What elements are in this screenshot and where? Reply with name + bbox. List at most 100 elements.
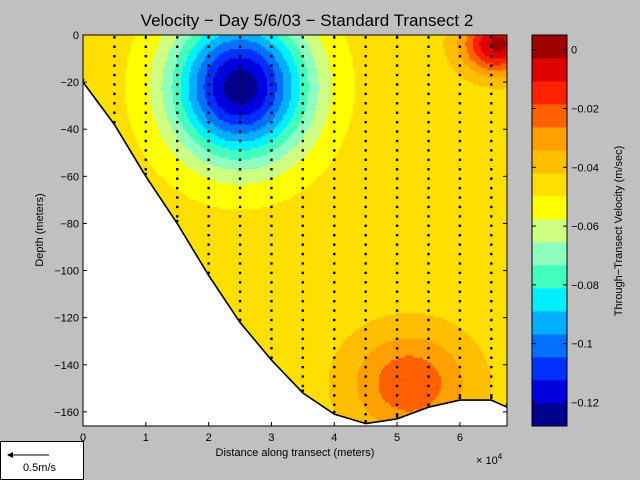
velocity-cell <box>331 56 333 59</box>
velocity-cell <box>487 68 489 71</box>
velocity-cell <box>281 56 283 59</box>
velocity-cell <box>277 42 279 45</box>
velocity-cell <box>117 44 119 47</box>
velocity-cell <box>213 87 215 90</box>
velocity-cell <box>187 89 189 92</box>
velocity-cell <box>371 54 373 57</box>
velocity-cell <box>173 44 175 47</box>
velocity-cell <box>353 51 355 54</box>
velocity-cell <box>137 59 139 62</box>
velocity-cell <box>389 49 391 52</box>
velocity-cell <box>251 47 253 50</box>
velocity-cell <box>441 40 443 43</box>
velocity-cell <box>199 49 201 52</box>
velocity-cell <box>289 80 291 83</box>
velocity-cell <box>321 42 323 45</box>
velocity-cell <box>107 42 109 45</box>
velocity-cell <box>467 42 469 45</box>
velocity-cell <box>349 61 351 64</box>
velocity-cell <box>165 84 167 87</box>
velocity-cell <box>325 84 327 87</box>
velocity-cell <box>227 82 229 85</box>
velocity-cell <box>323 68 325 71</box>
velocity-cell <box>219 63 221 66</box>
velocity-cell <box>87 49 89 52</box>
velocity-cell <box>147 87 149 90</box>
velocity-cell <box>435 59 437 62</box>
velocity-cell <box>437 37 439 40</box>
velocity-cell <box>311 89 313 92</box>
velocity-cell <box>253 89 255 92</box>
velocity-cell <box>109 89 111 92</box>
velocity-cell <box>347 70 349 73</box>
velocity-cell <box>127 68 129 71</box>
velocity-cell <box>437 44 439 47</box>
velocity-cell <box>151 61 153 64</box>
velocity-cell <box>447 40 449 43</box>
velocity-cell <box>461 37 463 40</box>
velocity-cell <box>95 77 97 80</box>
velocity-cell <box>387 75 389 78</box>
velocity-cell <box>259 70 261 73</box>
velocity-cell <box>171 51 173 54</box>
velocity-cell <box>127 40 129 43</box>
velocity-cell <box>287 66 289 69</box>
velocity-cell <box>281 77 283 80</box>
velocity-cell <box>431 84 433 87</box>
velocity-cell <box>185 82 187 85</box>
velocity-cell <box>247 87 249 90</box>
velocity-cell <box>351 73 353 76</box>
velocity-cell <box>497 80 499 83</box>
velocity-cell <box>127 70 129 73</box>
velocity-cell <box>173 37 175 40</box>
velocity-cell <box>131 75 133 78</box>
velocity-cell <box>321 84 323 87</box>
velocity-cell <box>185 37 187 40</box>
velocity-cell <box>471 56 473 59</box>
velocity-cell <box>287 73 289 76</box>
velocity-cell <box>447 47 449 50</box>
velocity-cell <box>327 63 329 66</box>
velocity-cell <box>345 80 347 83</box>
velocity-cell <box>157 54 159 57</box>
velocity-cell <box>309 77 311 80</box>
velocity-cell <box>343 73 345 76</box>
velocity-cell <box>87 68 89 71</box>
velocity-cell <box>471 47 473 50</box>
velocity-cell <box>97 70 99 73</box>
velocity-cell <box>163 51 165 54</box>
velocity-cell <box>181 56 183 59</box>
velocity-cell <box>103 63 105 66</box>
velocity-cell <box>225 87 227 90</box>
velocity-cell <box>165 37 167 40</box>
velocity-cell <box>329 87 331 90</box>
velocity-cell <box>397 42 399 45</box>
velocity-cell <box>391 68 393 71</box>
velocity-cell <box>179 84 181 87</box>
velocity-cell <box>271 87 273 90</box>
velocity-cell <box>241 73 243 76</box>
velocity-cell <box>371 75 373 78</box>
velocity-cell <box>207 89 209 92</box>
velocity-cell <box>101 66 103 69</box>
velocity-cell <box>91 49 93 52</box>
velocity-cell <box>295 73 297 76</box>
velocity-cell <box>125 59 127 62</box>
velocity-cell <box>285 40 287 43</box>
velocity-cell <box>483 54 485 57</box>
velocity-cell <box>235 80 237 83</box>
velocity-cell <box>391 84 393 87</box>
velocity-cell <box>235 89 237 92</box>
velocity-cell <box>243 61 245 64</box>
velocity-cell <box>357 73 359 76</box>
velocity-cell <box>327 75 329 78</box>
velocity-cell <box>461 49 463 52</box>
velocity-cell <box>229 77 231 80</box>
velocity-cell <box>283 51 285 54</box>
velocity-cell <box>495 51 497 54</box>
velocity-cell <box>465 63 467 66</box>
velocity-cell <box>259 56 261 59</box>
velocity-cell <box>467 40 469 43</box>
velocity-cell <box>481 66 483 69</box>
velocity-cell <box>143 59 145 62</box>
